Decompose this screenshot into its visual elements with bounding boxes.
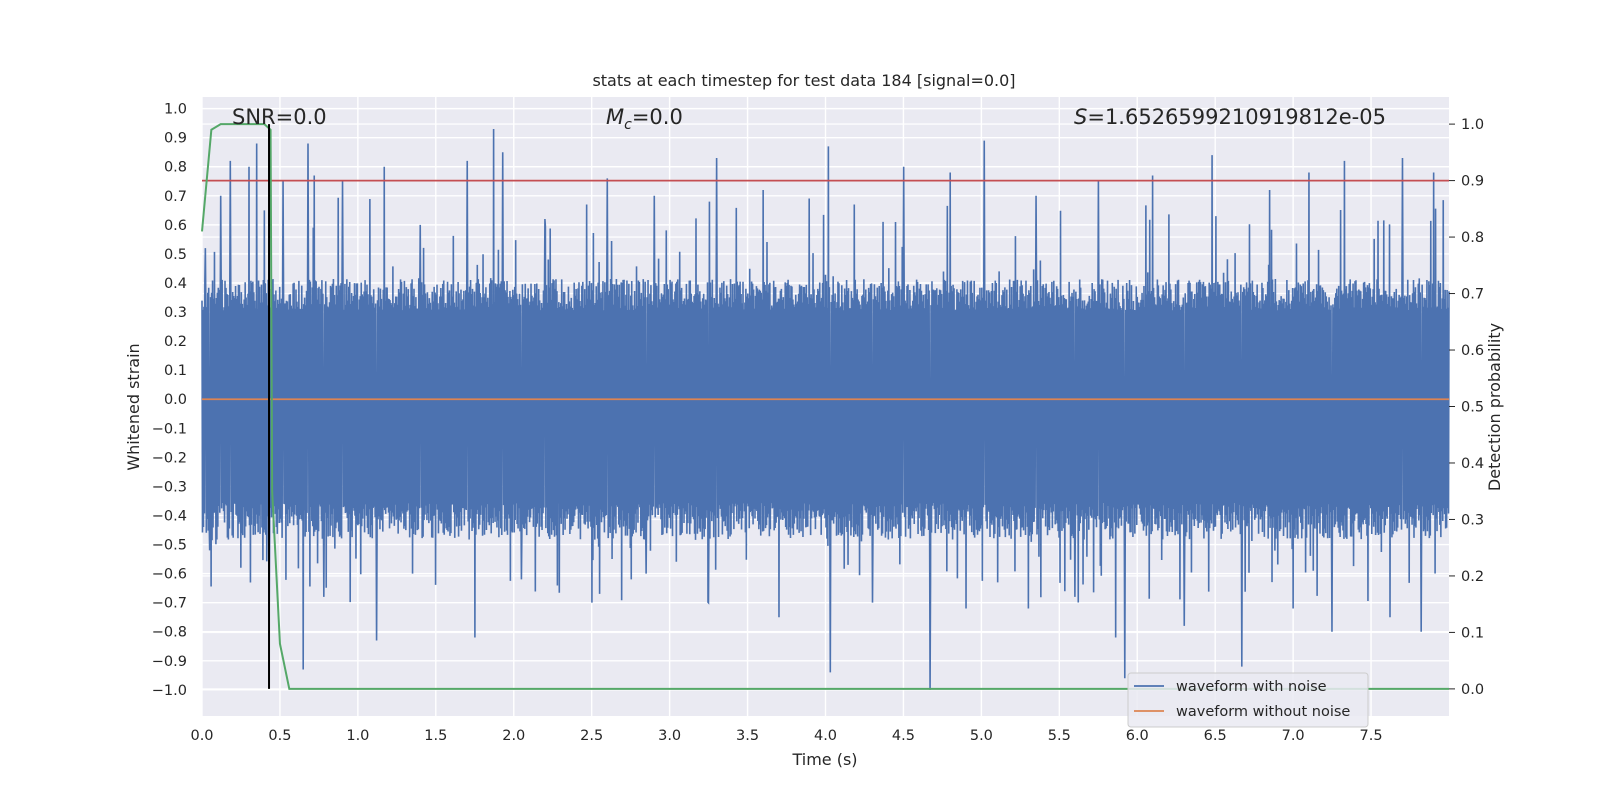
x-tick-label: 2.5: [580, 728, 603, 744]
y-left-axis-label: Whitened strain: [124, 343, 143, 470]
y-left-tick-label: −0.5: [152, 538, 187, 554]
x-tick-label: 5.0: [970, 728, 993, 744]
y-right-tick-label: 1.0: [1461, 117, 1484, 133]
s-symbol: S: [1074, 105, 1087, 129]
y-left-tick-label: 0.4: [164, 276, 187, 292]
x-tick-label: 1.0: [346, 728, 369, 744]
waveform-with-noise-line: [201, 128, 1450, 690]
y-right-tick-label: 0.8: [1461, 230, 1484, 246]
chirp-mass-value: =0.0: [632, 105, 683, 129]
y-left-tick-label: −0.2: [152, 450, 187, 466]
y-right-tick-label: 0.1: [1461, 625, 1484, 641]
y-left-tick-label: −1.0: [152, 683, 187, 699]
y-left-tick-label: 0.8: [164, 160, 187, 176]
y-left-tick-label: −0.8: [152, 625, 187, 641]
legend-label-clean: waveform without noise: [1176, 704, 1350, 720]
y-left-tick-label: 0.0: [164, 392, 187, 408]
y-left-tick-label: 0.2: [164, 334, 187, 350]
s-value: =1.6526599210919812e-05: [1087, 105, 1386, 129]
x-tick-labels: 0.0 0.5 1.0 1.5 2.0 2.5 3.0 3.5 4.0 4.5 5.0 5.5 6.0 6…: [190, 728, 1382, 744]
chirp-mass-subscript: c: [624, 117, 632, 133]
y-right-tick-label: 0.0: [1461, 682, 1484, 698]
series-detection-probability: [201, 123, 1449, 690]
x-tick-label: 0.0: [190, 728, 213, 744]
y-right-tick-label: 0.7: [1461, 287, 1484, 303]
x-tick-label: 0.5: [268, 728, 291, 744]
y-left-tick-label: 0.3: [164, 305, 187, 321]
y-left-tick-label: −0.4: [152, 508, 187, 524]
x-tick-label: 1.5: [424, 728, 447, 744]
y-left-tick-label: 0.9: [164, 131, 187, 147]
y-right-tick-label: 0.6: [1461, 343, 1484, 359]
x-tick-label: 3.5: [736, 728, 759, 744]
y-left-tick-label: −0.7: [152, 596, 187, 612]
y-right-tick-label: 0.9: [1461, 174, 1484, 190]
s-annotation: S=1.6526599210919812e-05: [1074, 105, 1386, 129]
x-tick-label: 2.0: [502, 728, 525, 744]
y-left-tick-label: −0.3: [152, 479, 187, 495]
y-left-tick-label: 0.1: [164, 363, 187, 379]
y-left-tick-label: 0.6: [164, 218, 187, 234]
x-tick-label: 4.5: [892, 728, 915, 744]
snr-annotation: SNR=0.0: [232, 105, 327, 129]
y-right-tick-labels: 1.0 0.9 0.8 0.7 0.6 0.5 0.4 0.3 0.2 0.1 0.0: [1449, 117, 1484, 698]
y-right-axis-label: Detection probability: [1485, 323, 1504, 491]
y-right-tick-label: 0.4: [1461, 456, 1484, 472]
y-left-tick-label: −0.1: [152, 421, 187, 437]
y-right-tick-label: 0.5: [1461, 400, 1484, 416]
x-tick-label: 7.5: [1360, 728, 1383, 744]
x-tick-label: 3.0: [658, 728, 681, 744]
legend-label-noise: waveform with noise: [1176, 679, 1327, 695]
y-left-tick-label: 0.7: [164, 189, 187, 205]
x-tick-label: 5.5: [1048, 728, 1071, 744]
legend: waveform with noise waveform without noi…: [1127, 672, 1369, 728]
y-right-tick-label: 0.2: [1461, 569, 1484, 585]
series-waveform-with-noise: [201, 128, 1450, 690]
chirp-mass-symbol: M: [606, 105, 624, 129]
chirp-mass-annotation: Mc=0.0: [606, 105, 683, 133]
y-left-tick-label: 1.0: [164, 102, 187, 118]
y-left-tick-label: −0.6: [152, 567, 187, 583]
chart-title: stats at each timestep for test data 184…: [592, 71, 1015, 90]
y-right-tick-label: 0.3: [1461, 512, 1484, 528]
x-tick-label: 7.0: [1282, 728, 1305, 744]
y-left-tick-label: 0.5: [164, 247, 187, 263]
x-tick-label: 6.0: [1126, 728, 1149, 744]
y-left-tick-label: −0.9: [152, 654, 187, 670]
x-tick-label: 6.5: [1204, 728, 1227, 744]
x-axis-label: Time (s): [791, 750, 857, 769]
x-tick-label: 4.0: [814, 728, 837, 744]
legend-box: [1127, 672, 1369, 728]
y-left-tick-labels: 1.0 0.9 0.8 0.7 0.6 0.5 0.4 0.3 0.2 0.1 0.0 −0.1 −0.…: [152, 102, 187, 699]
